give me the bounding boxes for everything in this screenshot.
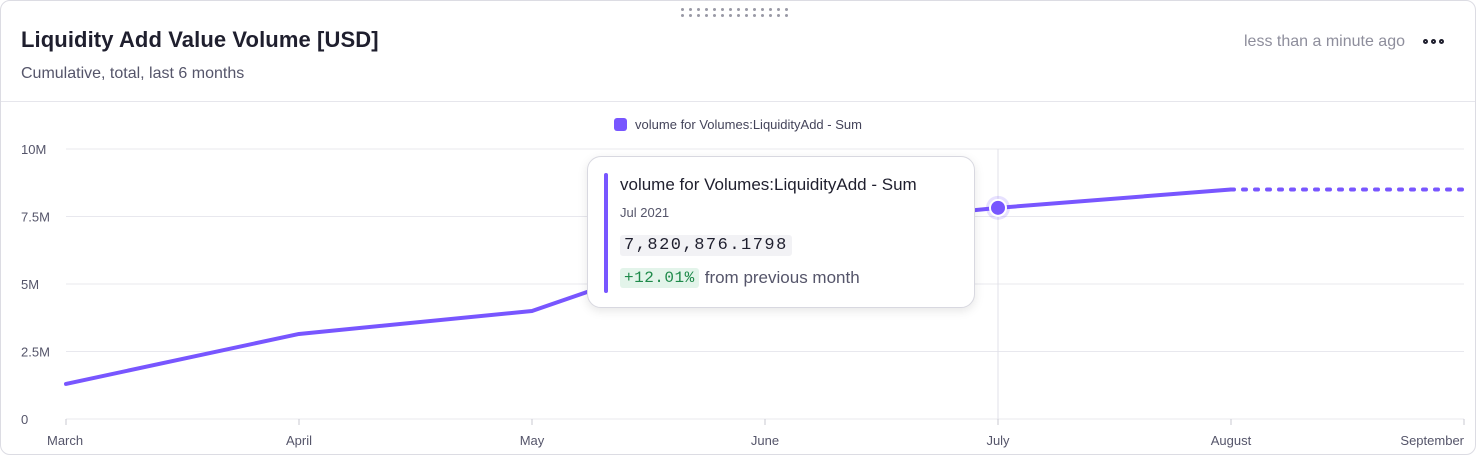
more-dot-icon bbox=[1422, 38, 1428, 44]
x-tick-label: September bbox=[1400, 433, 1464, 448]
y-tick-label: 0 bbox=[21, 412, 28, 427]
legend-label: volume for Volumes:LiquidityAdd - Sum bbox=[635, 117, 862, 132]
x-tick-label: May bbox=[520, 433, 545, 448]
header-divider bbox=[1, 101, 1475, 102]
tooltip-change-badge: +12.01% bbox=[620, 268, 699, 288]
tooltip-series-bar bbox=[604, 173, 608, 293]
drag-handle-icon[interactable] bbox=[681, 8, 793, 18]
report-header: Liquidity Add Value Volume [USD] Cumulat… bbox=[21, 27, 1455, 83]
y-tick-label: 5M bbox=[21, 277, 39, 292]
more-options-button[interactable] bbox=[1419, 32, 1447, 50]
y-tick-label: 2.5M bbox=[21, 345, 50, 360]
y-tick-label: 7.5M bbox=[21, 210, 50, 225]
chart-tooltip: volume for Volumes:LiquidityAdd - Sum Ju… bbox=[587, 156, 975, 308]
more-dot-icon bbox=[1438, 38, 1444, 44]
last-updated-label: less than a minute ago bbox=[1244, 33, 1405, 50]
tooltip-title: volume for Volumes:LiquidityAdd - Sum bbox=[620, 175, 917, 194]
legend-swatch bbox=[614, 118, 628, 131]
highlight-point bbox=[989, 198, 1007, 217]
x-tick-label: April bbox=[286, 433, 312, 448]
x-tick-label: March bbox=[47, 433, 83, 448]
x-tick-label: June bbox=[751, 433, 779, 448]
more-dot-icon bbox=[1430, 38, 1436, 44]
report-subtitle: Cumulative, total, last 6 months bbox=[21, 65, 245, 82]
tooltip-value: 7,820,876.1798 bbox=[620, 235, 792, 256]
chart-legend[interactable]: volume for Volumes:LiquidityAdd - Sum bbox=[1, 117, 1475, 132]
x-tick-label: August bbox=[1211, 433, 1252, 448]
y-tick-label: 10M bbox=[21, 142, 46, 157]
tooltip-change-suffix: from previous month bbox=[704, 268, 860, 287]
report-title: Liquidity Add Value Volume [USD] bbox=[21, 27, 379, 52]
tooltip-date: Jul 2021 bbox=[620, 205, 670, 220]
x-tick-label: July bbox=[986, 433, 1010, 448]
tooltip-change-row: +12.01% from previous month bbox=[620, 268, 860, 288]
